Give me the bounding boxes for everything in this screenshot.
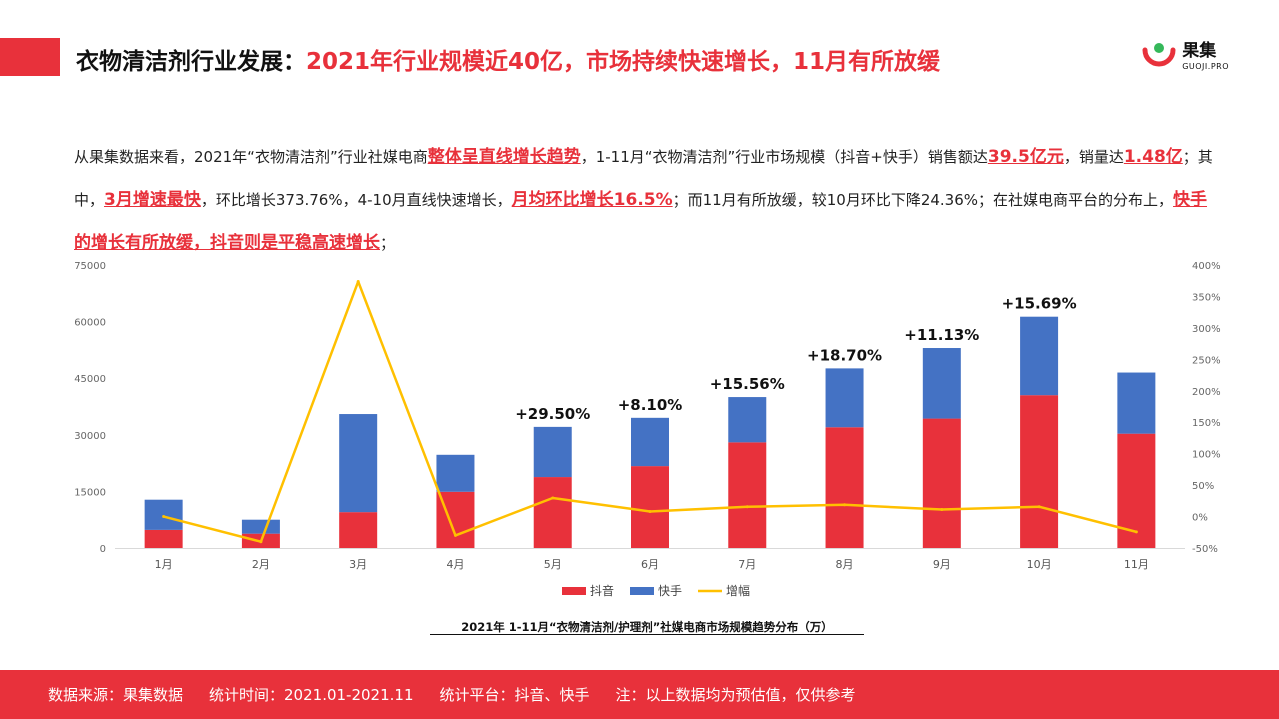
logo-text-en: GUOJI.PRO [1182, 62, 1229, 71]
bar-kuaishou [436, 454, 475, 492]
legend-label: 快手 [658, 584, 682, 598]
y-right-tick-label: -50% [1192, 544, 1218, 555]
bar-kuaishou [631, 417, 669, 467]
growth-annotation: +15.69% [1002, 295, 1077, 313]
intro-highlight: 3月增速最快 [104, 190, 201, 210]
y-right-tick-label: 400% [1192, 261, 1221, 272]
title-red-part: 2021年行业规模近40亿，市场持续快速增长，11月有所放缓 [306, 49, 941, 75]
y-right-tick-label: 250% [1192, 355, 1221, 366]
bar-kuaishou [144, 499, 183, 530]
growth-annotation: +15.56% [710, 375, 785, 393]
footer-period: 统计时间：2021.01-2021.11 [209, 686, 414, 704]
intro-highlight: 月均环比增长16.5% [511, 190, 673, 210]
footer-platform: 统计平台：抖音、快手 [439, 686, 590, 704]
bar-douyin [533, 477, 572, 548]
x-tick-label: 5月 [544, 558, 562, 571]
y-right-tick-label: 300% [1192, 324, 1221, 335]
brand-logo: 果集 GUOJI.PRO [1142, 42, 1229, 72]
bar-douyin [144, 529, 183, 548]
footer-source: 数据来源：果集数据 [48, 686, 184, 704]
growth-point [745, 505, 749, 509]
x-tick-label: 2月 [252, 558, 270, 571]
y-right-tick-label: 350% [1192, 292, 1221, 303]
bar-douyin [825, 427, 864, 548]
x-tick-label: 1月 [155, 558, 173, 571]
bar-douyin [728, 442, 767, 548]
guoji-logo-icon [1142, 43, 1176, 67]
y-right-tick-label: 0% [1192, 513, 1208, 524]
intro-paragraph: 从果集数据来看，2021年“衣物清洁剂”行业社媒电商整体呈直线增长趋势，1-11… [74, 136, 1214, 265]
intro-text: 从果集数据来看，2021年“衣物清洁剂”行业社媒电商 [74, 148, 428, 166]
logo-text-cn: 果集 [1182, 41, 1217, 61]
intro-text: ，1-11月“衣物清洁剂”行业市场规模（抖音+快手）销售额达 [580, 148, 988, 166]
growth-annotation: +29.50% [515, 405, 590, 423]
intro-text: ，销量达 [1063, 148, 1124, 166]
growth-point [259, 540, 263, 544]
y-left-tick-label: 60000 [74, 318, 106, 329]
bar-kuaishou [241, 519, 280, 534]
growth-annotation: +8.10% [618, 396, 683, 414]
x-tick-label: 4月 [446, 558, 464, 571]
intro-highlight: 快手的增长有所放缓，抖音则是平稳高速增长 [74, 190, 1208, 253]
y-right-tick-label: 50% [1192, 481, 1214, 492]
growth-point [843, 503, 847, 507]
y-right-tick-label: 200% [1192, 387, 1221, 398]
footer-note: 注：以上数据均为预估值，仅供参考 [615, 686, 856, 704]
y-right-tick-label: 150% [1192, 418, 1221, 429]
intro-highlight: 整体呈直线增长趋势 [427, 147, 581, 167]
bar-kuaishou [922, 348, 961, 419]
bar-kuaishou [825, 368, 864, 428]
bar-douyin [631, 466, 669, 548]
intro-text: ，环比增长373.76%，4-10月直线快速增长， [200, 191, 512, 209]
bar-kuaishou [533, 426, 572, 478]
growth-point [551, 496, 555, 500]
y-left-tick-label: 0 [100, 544, 106, 555]
page-title: 衣物清洁剂行业发展：2021年行业规模近40亿，市场持续快速增长，11月有所放缓 [76, 42, 940, 76]
growth-point [1037, 505, 1041, 509]
market-size-chart: 0 15000 30000 45000 60000 75000 -50% 0% 50% 100% 1… [74, 261, 1221, 635]
intro-highlight: 39.5亿元 [987, 147, 1064, 167]
intro-highlight: 1.48亿 [1123, 147, 1183, 167]
growth-annotation: +11.13% [904, 326, 979, 344]
bar-douyin [1020, 395, 1059, 548]
y-left-tick-label: 30000 [74, 431, 106, 442]
x-tick-label: 10月 [1027, 558, 1052, 571]
legend-swatch [562, 587, 586, 595]
intro-text: ；其中， [74, 148, 1213, 209]
growth-point [940, 508, 944, 512]
y-right-tick-label: 100% [1192, 450, 1221, 461]
x-tick-label: 9月 [933, 558, 951, 571]
x-tick-label: 11月 [1124, 558, 1149, 571]
intro-text: ；而11月有所放缓，较10月环比下降24.36%；在社媒电商平台的分布上， [672, 191, 1174, 209]
growth-point [1134, 530, 1138, 534]
x-tick-label: 6月 [641, 558, 659, 571]
bar-douyin [339, 512, 378, 548]
intro-text: ； [380, 234, 396, 252]
x-tick-label: 3月 [349, 558, 367, 571]
x-tick-label: 8月 [836, 558, 854, 571]
growth-point [356, 280, 360, 284]
footer-bar: 数据来源：果集数据 统计时间：2021.01-2021.11 统计平台：抖音、快… [0, 670, 1279, 719]
y-left-tick-label: 15000 [74, 487, 106, 498]
growth-point [648, 509, 652, 513]
x-tick-label: 7月 [738, 558, 756, 571]
y-left-tick-label: 75000 [74, 261, 106, 272]
legend-label: 增幅 [726, 583, 750, 598]
bar-douyin [922, 418, 961, 548]
chart-title: 2021年 1-11月“衣物清洁剂/护理剂”社媒电商市场规模趋势分布（万） [461, 620, 833, 634]
title-black-part: 衣物清洁剂行业发展： [76, 49, 306, 75]
y-left-tick-label: 45000 [74, 374, 106, 385]
title-accent-bar [0, 38, 60, 76]
bar-kuaishou [1117, 372, 1156, 434]
growth-point [162, 515, 166, 519]
legend-label: 抖音 [590, 583, 614, 598]
bar-kuaishou [728, 397, 767, 443]
growth-annotation: +18.70% [807, 346, 882, 364]
legend-swatch [630, 587, 654, 595]
bar-kuaishou [339, 414, 378, 513]
bar-kuaishou [1020, 316, 1059, 396]
growth-point [453, 533, 457, 537]
